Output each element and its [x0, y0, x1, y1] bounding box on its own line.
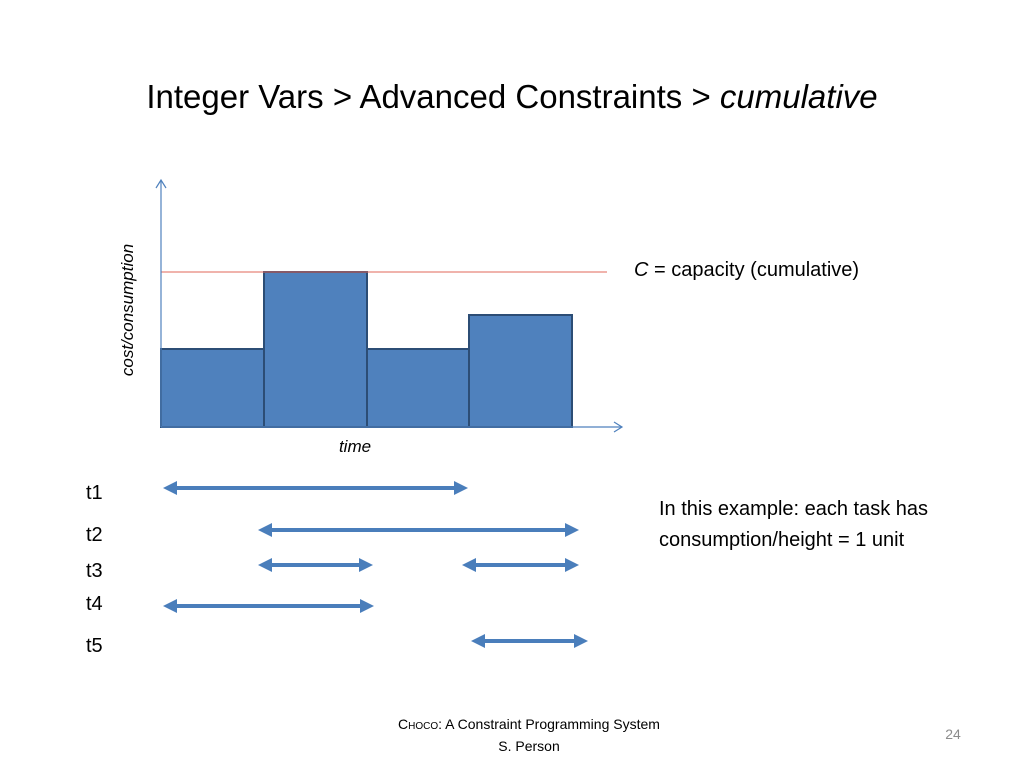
page-number: 24 — [945, 726, 961, 742]
arrow-head — [565, 558, 579, 572]
arrow-head — [454, 481, 468, 495]
arrow-head — [258, 558, 272, 572]
arrow-head — [163, 599, 177, 613]
task-label: t4 — [86, 593, 103, 615]
task-arrows — [163, 481, 588, 648]
slide-title: Integer Vars > Advanced Constraints > cu… — [146, 78, 877, 115]
note-line: consumption/height = 1 unit — [659, 529, 905, 551]
arrow-head — [258, 523, 272, 537]
arrow-head — [360, 599, 374, 613]
title-emphasis: cumulative — [720, 78, 878, 115]
bar — [468, 314, 573, 428]
axes — [155, 178, 624, 433]
bar — [263, 271, 368, 428]
capacity-text: C = capacity (cumulative) — [634, 259, 859, 281]
footer-author: S. Person — [498, 738, 559, 754]
footer-title: Choco: A Constraint Programming System — [398, 716, 660, 732]
task-label: t2 — [86, 524, 103, 546]
title-text: Integer Vars > Advanced Constraints > — [146, 78, 720, 115]
arrow-head — [565, 523, 579, 537]
system-name: Choco — [398, 716, 438, 732]
x-arrow — [613, 421, 624, 433]
bar — [366, 348, 470, 428]
note-line: In this example: each task has — [659, 498, 928, 520]
arrow-head — [471, 634, 485, 648]
arrow-head — [574, 634, 588, 648]
arrow-head — [359, 558, 373, 572]
y-arrow — [155, 178, 167, 189]
arrow-head — [163, 481, 177, 495]
task-label: t1 — [86, 482, 103, 504]
system-desc: : A Constraint Programming System — [438, 716, 660, 732]
capacity-symbol: C — [634, 259, 649, 281]
arrow-head — [462, 558, 476, 572]
bar — [160, 348, 265, 428]
x-axis-label: time — [339, 437, 371, 456]
capacity-label: = capacity (cumulative) — [648, 259, 859, 281]
task-labels: t1 t2 t3 t4 t5 — [86, 482, 103, 657]
y-axis-label: cost/consumption — [118, 244, 137, 376]
task-label: t5 — [86, 635, 103, 657]
task-label: t3 — [86, 560, 103, 582]
